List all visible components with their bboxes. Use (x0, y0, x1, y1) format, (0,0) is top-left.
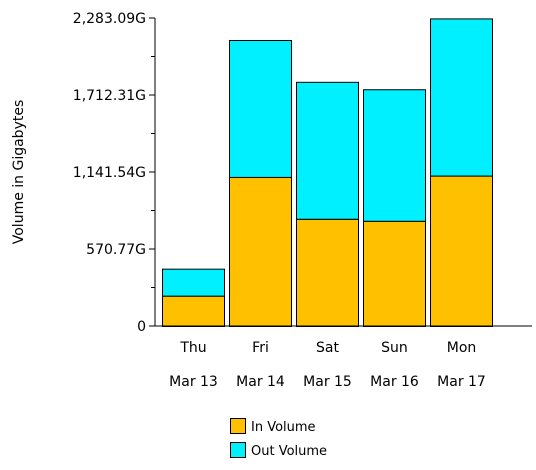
x-tick-label-date: Mar 14 (236, 374, 285, 390)
y-ticks (149, 17, 155, 327)
bar-segment-out-volume (363, 89, 426, 222)
x-tick-label-date: Mar 13 (169, 374, 218, 390)
bars (162, 18, 493, 327)
y-tick-label: 570.77G (86, 242, 146, 258)
x-tick-label-day: Fri (252, 340, 269, 356)
bar-segment-out-volume (430, 18, 493, 177)
bar-segment-in-volume (229, 176, 292, 327)
bar-segment-out-volume (296, 81, 359, 220)
x-tick-label-day: Mon (447, 340, 477, 356)
bar-segment-in-volume (363, 220, 426, 327)
bar-segment-in-volume (296, 218, 359, 327)
legend-swatch (230, 442, 246, 458)
legend-swatch (230, 418, 246, 434)
legend: In Volume Out Volume (230, 418, 327, 459)
y-tick-label: 1,712.31G (73, 88, 146, 104)
y-tick-labels: 0 570.77G 1,141.54G 1,712.31G 2,283.09G (73, 11, 146, 335)
x-tick-label-day: Sat (316, 340, 339, 356)
bar-segment-out-volume (162, 268, 225, 297)
x-tick-labels: Thu Mar 13 Fri Mar 14 Sat Mar 15 Sun Mar 16 Mon M… (169, 340, 486, 390)
y-tick-label: 2,283.09G (73, 11, 146, 27)
legend-label: Out Volume (251, 444, 327, 459)
x-tick-label-date: Mar 17 (437, 374, 486, 390)
y-tick-label: 0 (137, 319, 146, 335)
bar-segment-in-volume (162, 295, 225, 327)
y-axis-label: Volume in Gigabytes (11, 100, 27, 245)
legend-label: In Volume (251, 420, 316, 435)
bar-segment-in-volume (430, 175, 493, 327)
x-tick-label-day: Thu (179, 340, 206, 356)
x-tick-label-day: Sun (381, 340, 408, 356)
y-tick-label: 1,141.54G (73, 165, 146, 181)
x-tick-label-date: Mar 16 (370, 374, 419, 390)
bar-segment-out-volume (229, 40, 292, 178)
x-tick-label-date: Mar 15 (303, 374, 352, 390)
